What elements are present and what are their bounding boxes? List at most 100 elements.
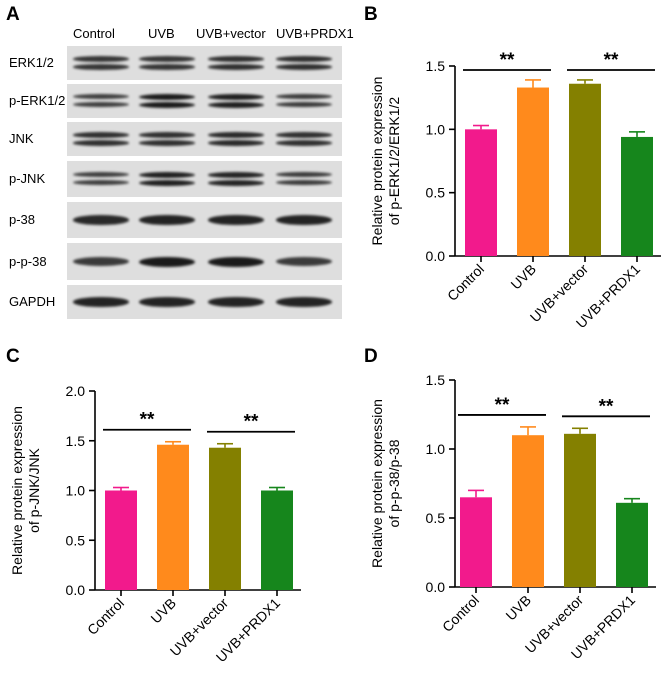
protein-label: p-ERK1/2: [9, 93, 66, 108]
y-tick-label: 0.0: [426, 579, 446, 595]
x-tick-label: Control: [84, 595, 127, 638]
blot-band: [208, 102, 264, 108]
blot-band: [139, 215, 195, 225]
significance-label: **: [495, 395, 510, 416]
blot-band: [73, 172, 129, 178]
lane-label-uvb: UVB: [148, 26, 175, 41]
blot-band: [276, 180, 332, 186]
bar: [209, 447, 241, 590]
x-tick-label: UVB: [507, 261, 539, 293]
significance-label: **: [140, 410, 155, 431]
panel-label-c: C: [6, 346, 20, 367]
lane-label-control: Control: [73, 26, 115, 41]
blot-band: [208, 56, 264, 62]
blot-band: [139, 297, 195, 307]
blot-band: [276, 94, 332, 100]
blot-band: [276, 172, 332, 178]
blot-band: [276, 64, 332, 70]
protein-label: p-JNK: [9, 171, 46, 186]
blot-band: [208, 94, 264, 100]
bar: [460, 497, 492, 587]
y-tick-label: 2.0: [66, 383, 86, 399]
blot-band: [276, 256, 332, 266]
blot-band: [73, 180, 129, 186]
y-axis-label: Relative protein expression: [369, 77, 385, 246]
blot-strip: [67, 122, 342, 156]
blot-band: [73, 94, 129, 100]
y-tick-label: 1.5: [426, 372, 446, 388]
protein-label: ERK1/2: [9, 55, 54, 70]
y-axis-label: Relative protein expression: [369, 399, 385, 568]
y-axis-label: of p-ERK1/2/ERK1/2: [386, 97, 402, 226]
y-axis-label: of p-p-38/p-38: [386, 439, 402, 527]
panel-label-a: A: [6, 4, 20, 25]
blot-strip: [67, 161, 342, 197]
blot-band: [139, 102, 195, 108]
blot-band: [208, 132, 264, 138]
y-tick-label: 1.5: [426, 58, 446, 74]
panel-label-d: D: [364, 346, 378, 367]
blot-band: [139, 132, 195, 138]
blot-band: [208, 172, 264, 178]
bar: [261, 490, 293, 590]
bar: [105, 490, 137, 590]
bar: [569, 83, 601, 256]
y-tick-label: 0.5: [426, 510, 446, 526]
blot-band: [276, 140, 332, 146]
bar: [564, 433, 596, 587]
blot-band: [276, 132, 332, 138]
y-axis-label: Relative protein expression: [9, 406, 25, 575]
blot-band: [139, 180, 195, 186]
blot-band: [276, 215, 332, 225]
chart-p-jnk: 0.0 0.5 1.0 1.5 2.0 Relative protein expressi…: [9, 383, 301, 665]
bar: [465, 129, 497, 256]
blot-band: [208, 180, 264, 186]
blot-band: [73, 215, 129, 225]
significance-label: **: [500, 50, 515, 71]
y-tick-label: 0.5: [66, 532, 86, 548]
blot-band: [73, 64, 129, 70]
blot-strip: [67, 243, 342, 280]
protein-label: JNK: [9, 131, 34, 146]
blot-strip: [67, 285, 342, 319]
bar: [616, 502, 648, 587]
blot-band: [276, 297, 332, 307]
lane-label-uvb-prdx1: UVB+PRDX1: [276, 26, 354, 41]
panel-label-b: B: [364, 4, 378, 25]
blot-band: [139, 56, 195, 62]
blot-strip: [67, 202, 342, 238]
significance-label: **: [604, 50, 619, 71]
blot-band: [208, 297, 264, 307]
blot-band: [73, 297, 129, 307]
significance-label: **: [599, 396, 614, 417]
blot-band: [73, 102, 129, 108]
chart-p-p38: 0.0 0.5 1.0 1.5 Relative protein expression o…: [369, 372, 656, 662]
y-tick-label: 0.0: [426, 248, 446, 264]
bar: [157, 444, 189, 590]
significance-label: **: [244, 412, 259, 433]
blot-band: [73, 132, 129, 138]
blot-strip: [67, 46, 342, 80]
y-tick-label: 1.0: [426, 441, 446, 457]
y-tick-label: 0.0: [66, 582, 86, 598]
x-tick-label: Control: [444, 261, 487, 304]
blot-band: [139, 256, 195, 267]
blot-band: [139, 94, 195, 100]
y-tick-label: 1.0: [66, 483, 86, 499]
western-blot-panel: Control UVB UVB+vector UVB+PRDX1 ERK1/2 p…: [0, 0, 360, 320]
chart-p-erk: 0.0 0.5 1.0 1.5 Relative protein expression o…: [369, 50, 661, 331]
y-axis-label: of p-JNK/JNK: [26, 447, 42, 532]
lane-label-uvb-vector: UVB+vector: [196, 26, 266, 41]
blot-band: [208, 256, 264, 267]
protein-label: p-38: [9, 212, 36, 227]
blot-band: [73, 256, 129, 266]
blot-band: [276, 56, 332, 62]
y-tick-label: 0.5: [426, 185, 446, 201]
x-tick-label: UVB: [502, 592, 534, 624]
blot-band: [208, 64, 264, 70]
blot-band: [139, 140, 195, 146]
blot-band: [139, 172, 195, 178]
y-tick-label: 1.5: [66, 433, 86, 449]
blot-band: [276, 102, 332, 108]
protein-label: p-p-38: [9, 253, 47, 269]
